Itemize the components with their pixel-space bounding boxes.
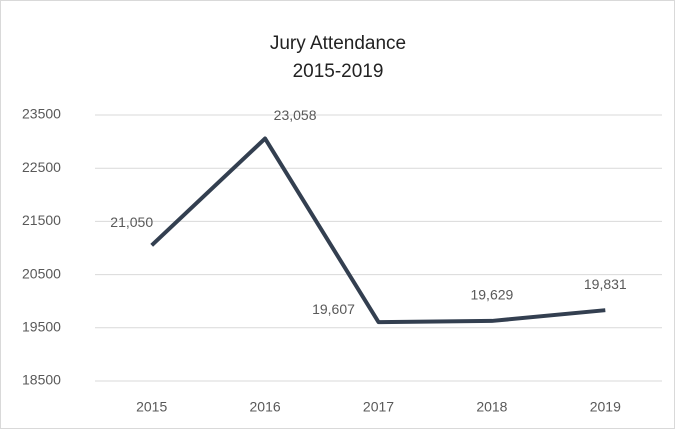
data-label: 19,831	[584, 276, 627, 292]
x-tick-label: 2019	[590, 399, 621, 415]
x-tick-label: 2018	[476, 399, 507, 415]
chart-subtitle: 2015-2019	[293, 61, 384, 82]
data-label: 23,058	[274, 107, 317, 123]
y-tick-label: 22500	[22, 159, 61, 175]
y-tick-label: 18500	[22, 372, 61, 388]
x-tick-label: 2015	[136, 399, 167, 415]
y-tick-label: 20500	[22, 265, 61, 281]
y-tick-label: 23500	[22, 106, 61, 122]
y-tick-label: 19500	[22, 319, 61, 335]
chart-title: Jury Attendance	[270, 33, 406, 54]
data-label: 21,050	[110, 214, 153, 230]
line	[150, 136, 606, 325]
data-label: 19,629	[470, 287, 513, 303]
x-tick-label: 2017	[363, 399, 394, 415]
data-label: 19,607	[312, 301, 355, 317]
y-tick-label: 21500	[22, 212, 61, 228]
x-tick-label: 2016	[250, 399, 281, 415]
